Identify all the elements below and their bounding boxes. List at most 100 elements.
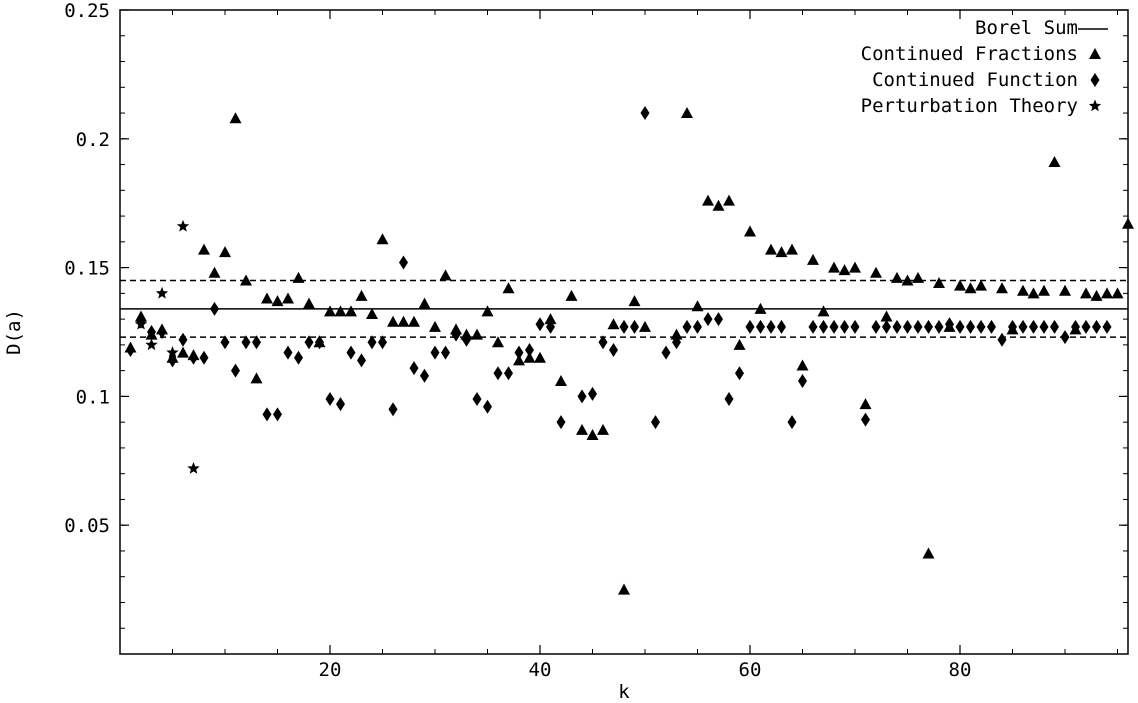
x-axis-label: k [618, 681, 630, 703]
triangle-point [240, 274, 252, 286]
legend-star-swatch [1088, 99, 1102, 112]
diamond-point [672, 335, 681, 350]
x-tick-label: 60 [739, 659, 762, 681]
diamond-point [777, 319, 786, 334]
star-point [145, 338, 158, 351]
y-tick-label: 0.1 [76, 386, 110, 408]
triangle-point [775, 246, 788, 258]
diamond-point [682, 319, 692, 334]
triangle-point [376, 233, 389, 245]
diamond-point [619, 319, 629, 334]
diamond-point [294, 350, 303, 365]
triangle-point [712, 199, 725, 211]
data-points [124, 106, 1134, 595]
star-point [166, 346, 179, 358]
star-point [187, 462, 200, 474]
triangle-point [303, 297, 315, 309]
triangle-point [492, 336, 504, 348]
diamond-point [997, 332, 1007, 347]
diamond-point [336, 397, 345, 412]
diamond-point [735, 366, 744, 381]
triangle-point [922, 547, 935, 559]
diamond-point [346, 345, 356, 360]
triangle-point [912, 271, 924, 283]
triangle-point [324, 305, 336, 317]
diamond-point [661, 345, 671, 360]
triangle-point [198, 243, 210, 255]
diamond-point [987, 319, 996, 334]
triangle-point [418, 297, 431, 309]
diamond-point [325, 391, 335, 406]
diamond-point [126, 343, 135, 358]
triangle-point [639, 320, 651, 332]
diamond-point [1018, 319, 1028, 334]
diamond-point [462, 332, 471, 347]
diamond-point [651, 415, 660, 430]
diamond-point [714, 312, 723, 327]
legend-label: Continued Function [872, 69, 1078, 91]
diamond-point [766, 319, 776, 334]
diamond-point [829, 319, 839, 334]
diamond-point [945, 317, 954, 332]
triangle-point [555, 374, 567, 386]
triangle-point [849, 261, 861, 273]
diamond-point [745, 319, 755, 334]
triangle-point [880, 310, 893, 322]
diamond-point [577, 389, 587, 404]
diamond-point [756, 319, 765, 334]
legend-label: Continued Fractions [861, 43, 1078, 65]
diamond-point [1060, 330, 1070, 345]
diamond-point [882, 319, 891, 334]
diamond-point [598, 335, 608, 350]
diamond-point [808, 319, 818, 334]
diamond-point [546, 319, 555, 334]
diamond-point [430, 345, 440, 360]
diamond-point [1050, 319, 1059, 334]
triangle-point [933, 277, 945, 289]
triangle-point [271, 295, 284, 307]
triangle-point [807, 253, 819, 265]
triangle-point [565, 289, 578, 301]
diamond-point [640, 106, 650, 121]
triangle-point [534, 351, 546, 363]
triangle-point [996, 282, 1008, 294]
star-point [176, 219, 190, 232]
triangle-point [607, 318, 620, 330]
x-tick-label: 20 [319, 659, 342, 681]
diamond-point [924, 319, 933, 334]
triangle-point [345, 305, 357, 317]
diamond-point [1029, 319, 1038, 334]
legend: Borel Sum Continued Fractions Continued Fu… [861, 17, 1108, 117]
diamond-point [283, 345, 293, 360]
plot-frame [119, 9, 1129, 655]
diamond-point [220, 335, 230, 350]
diamond-point [903, 319, 912, 334]
triangle-point [838, 264, 851, 276]
triangle-point [1090, 289, 1103, 301]
triangle-point [523, 351, 536, 363]
diamond-point [315, 335, 324, 350]
star-point [155, 286, 169, 299]
diamond-point [157, 325, 167, 339]
legend-label: Perturbation Theory [861, 95, 1078, 117]
triangle-point [576, 423, 588, 435]
y-tick-label: 0.05 [64, 515, 110, 537]
triangle-point [429, 320, 441, 332]
legend-label: Borel Sum [975, 17, 1078, 39]
triangle-point [702, 194, 714, 206]
triangle-point [691, 300, 704, 312]
triangle-point [292, 271, 305, 283]
triangle-point [859, 398, 872, 410]
triangle-point [387, 315, 399, 327]
triangle-point [544, 313, 557, 325]
diamond-point [724, 391, 734, 406]
diamond-point [252, 335, 261, 350]
diamond-point [892, 319, 902, 334]
triangle-point [282, 292, 294, 304]
triangle-point [250, 372, 263, 384]
diamond-point [147, 325, 156, 339]
triangle-point [817, 305, 830, 317]
diamond-point [273, 407, 282, 422]
diamond-point [588, 386, 597, 401]
triangle-point [1122, 217, 1134, 229]
